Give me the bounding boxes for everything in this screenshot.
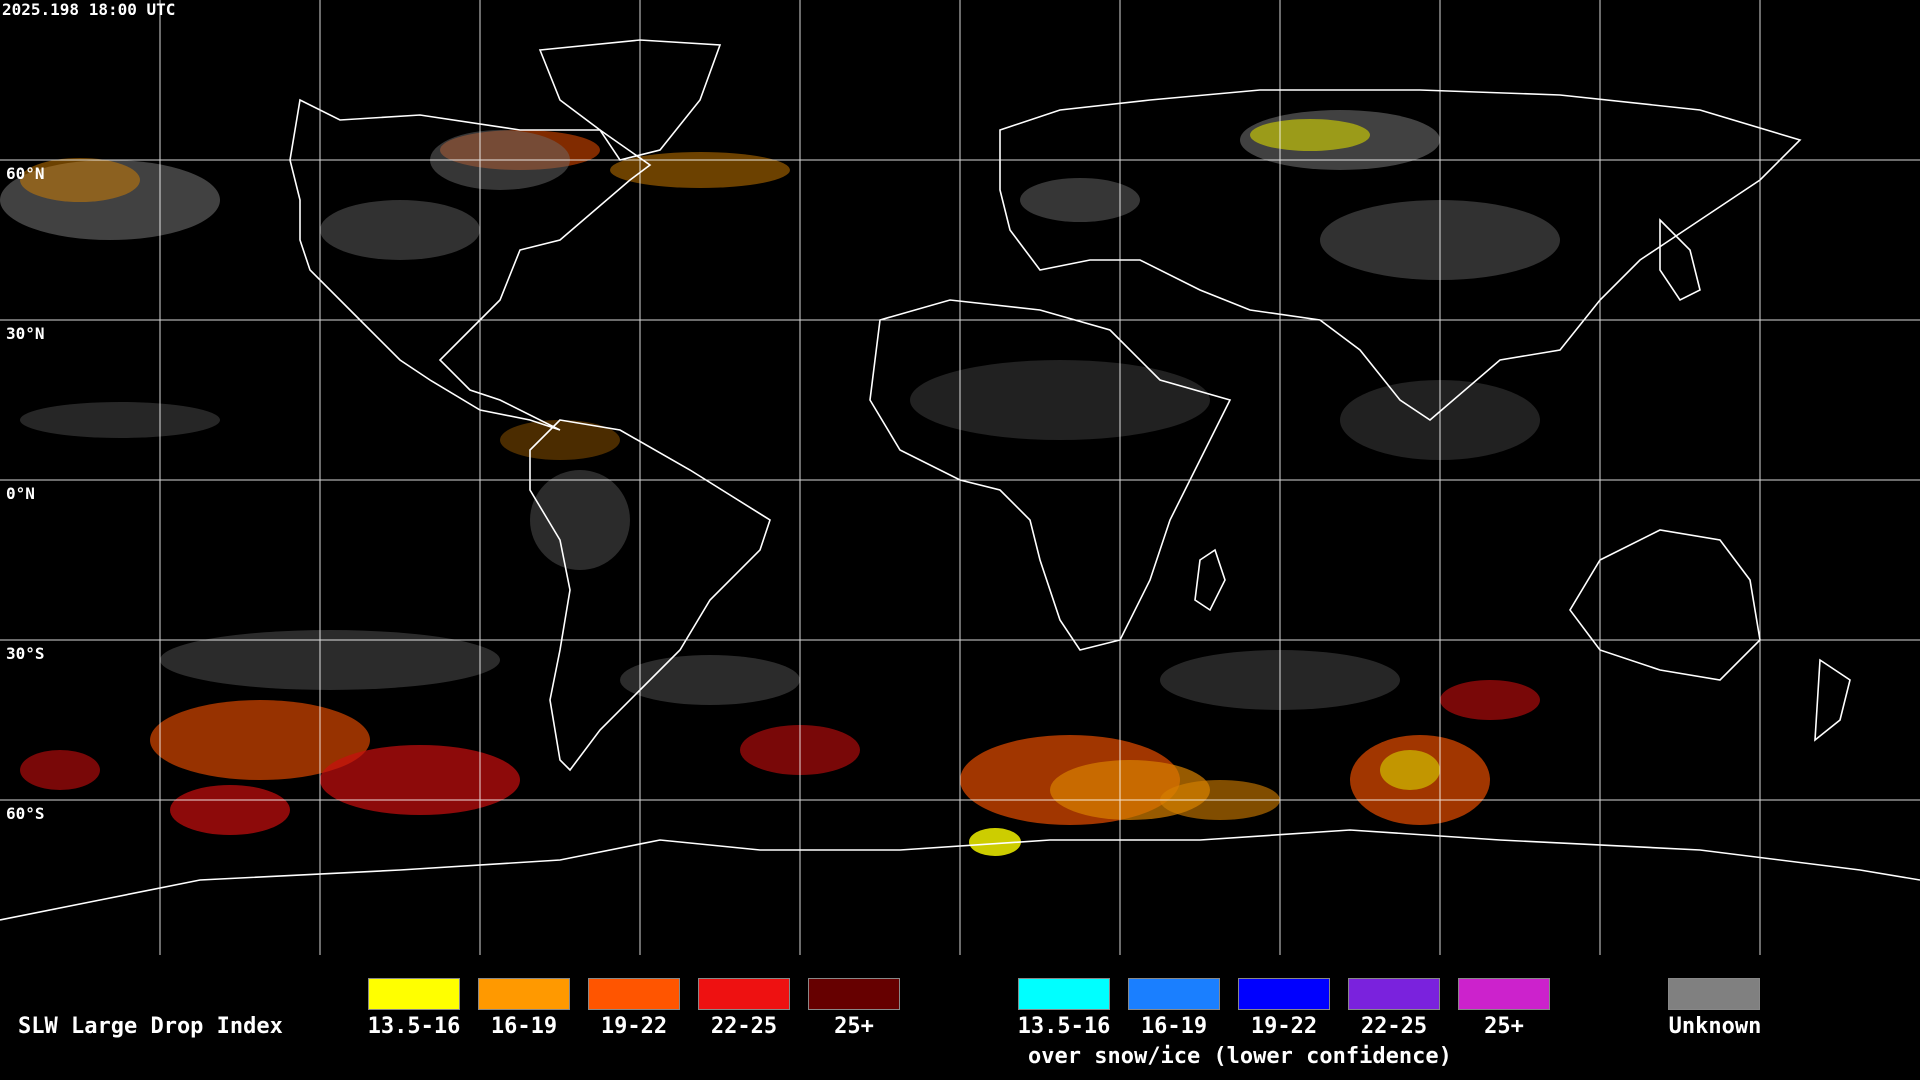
legend-label-unknown: Unknown [1668, 1014, 1762, 1039]
lat-label-30s: 30°S [6, 644, 45, 663]
lat-label-60s: 60°S [6, 804, 45, 823]
lat-label-30n: 30°N [6, 324, 45, 343]
legend-swatch-ice-3 [1348, 978, 1440, 1010]
map-canvas [0, 0, 1920, 955]
lat-label-0n: 0°N [6, 484, 35, 503]
timestamp-label: 2025.198 18:00 UTC [2, 0, 176, 19]
legend-snow-ice-note: over snow/ice (lower confidence) [1028, 1044, 1452, 1069]
legend-title: SLW Large Drop Index [18, 1014, 283, 1039]
legend-label-liquid-4: 25+ [834, 1014, 874, 1039]
legend-swatch-liquid-0 [368, 978, 460, 1010]
legend-label-ice-1: 16-19 [1140, 1014, 1208, 1039]
legend-label-liquid-1: 16-19 [490, 1014, 558, 1039]
legend-swatch-liquid-4 [808, 978, 900, 1010]
slw-patches [0, 110, 1560, 856]
legend-label-ice-0: 13.5-16 [1017, 1014, 1111, 1039]
graticule [0, 0, 1920, 955]
legend-swatch-liquid-3 [698, 978, 790, 1010]
legend-swatch-unknown [1668, 978, 1760, 1010]
legend-swatch-ice-2 [1238, 978, 1330, 1010]
legend-swatch-ice-1 [1128, 978, 1220, 1010]
legend-swatch-ice-4 [1458, 978, 1550, 1010]
world-map: 2025.198 18:00 UTC 60°N 30°N 0°N 30°S 60… [0, 0, 1920, 955]
legend-label-liquid-3: 22-25 [710, 1014, 778, 1039]
legend-swatch-liquid-1 [478, 978, 570, 1010]
legend: SLW Large Drop Index 13.5-16 16-19 19-22… [0, 958, 1920, 1080]
legend-label-ice-2: 19-22 [1250, 1014, 1318, 1039]
legend-label-ice-4: 25+ [1484, 1014, 1524, 1039]
lat-label-60n: 60°N [6, 164, 45, 183]
legend-label-ice-3: 22-25 [1360, 1014, 1428, 1039]
legend-swatch-liquid-2 [588, 978, 680, 1010]
legend-swatch-ice-0 [1018, 978, 1110, 1010]
legend-label-liquid-0: 13.5-16 [367, 1014, 461, 1039]
legend-label-liquid-2: 19-22 [600, 1014, 668, 1039]
